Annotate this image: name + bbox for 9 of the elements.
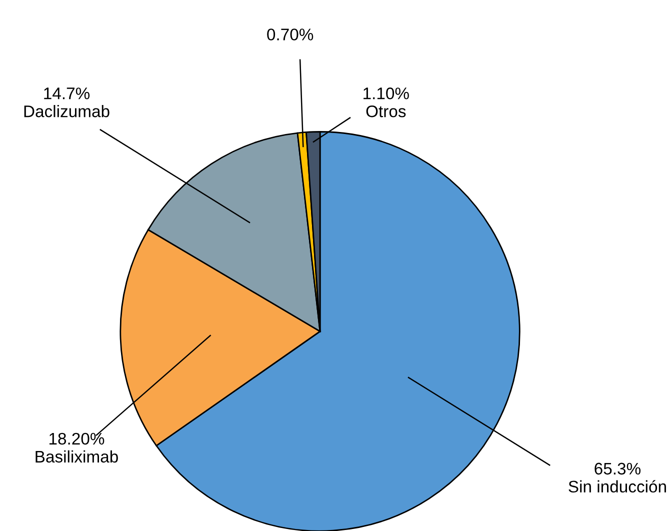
data-label: 18.20%	[50, 432, 104, 445]
slice-label: Daclizumab	[24, 105, 110, 118]
slice-label: Basiliximab	[36, 450, 118, 463]
slice-label: Otros	[366, 105, 406, 118]
data-label: 1.10%	[364, 88, 409, 100]
data-label: 14.7%	[44, 88, 90, 100]
slice-label: Sin inducción	[568, 480, 666, 493]
data-label: 0.70%	[267, 28, 314, 40]
data-label: 65.3%	[594, 462, 641, 475]
